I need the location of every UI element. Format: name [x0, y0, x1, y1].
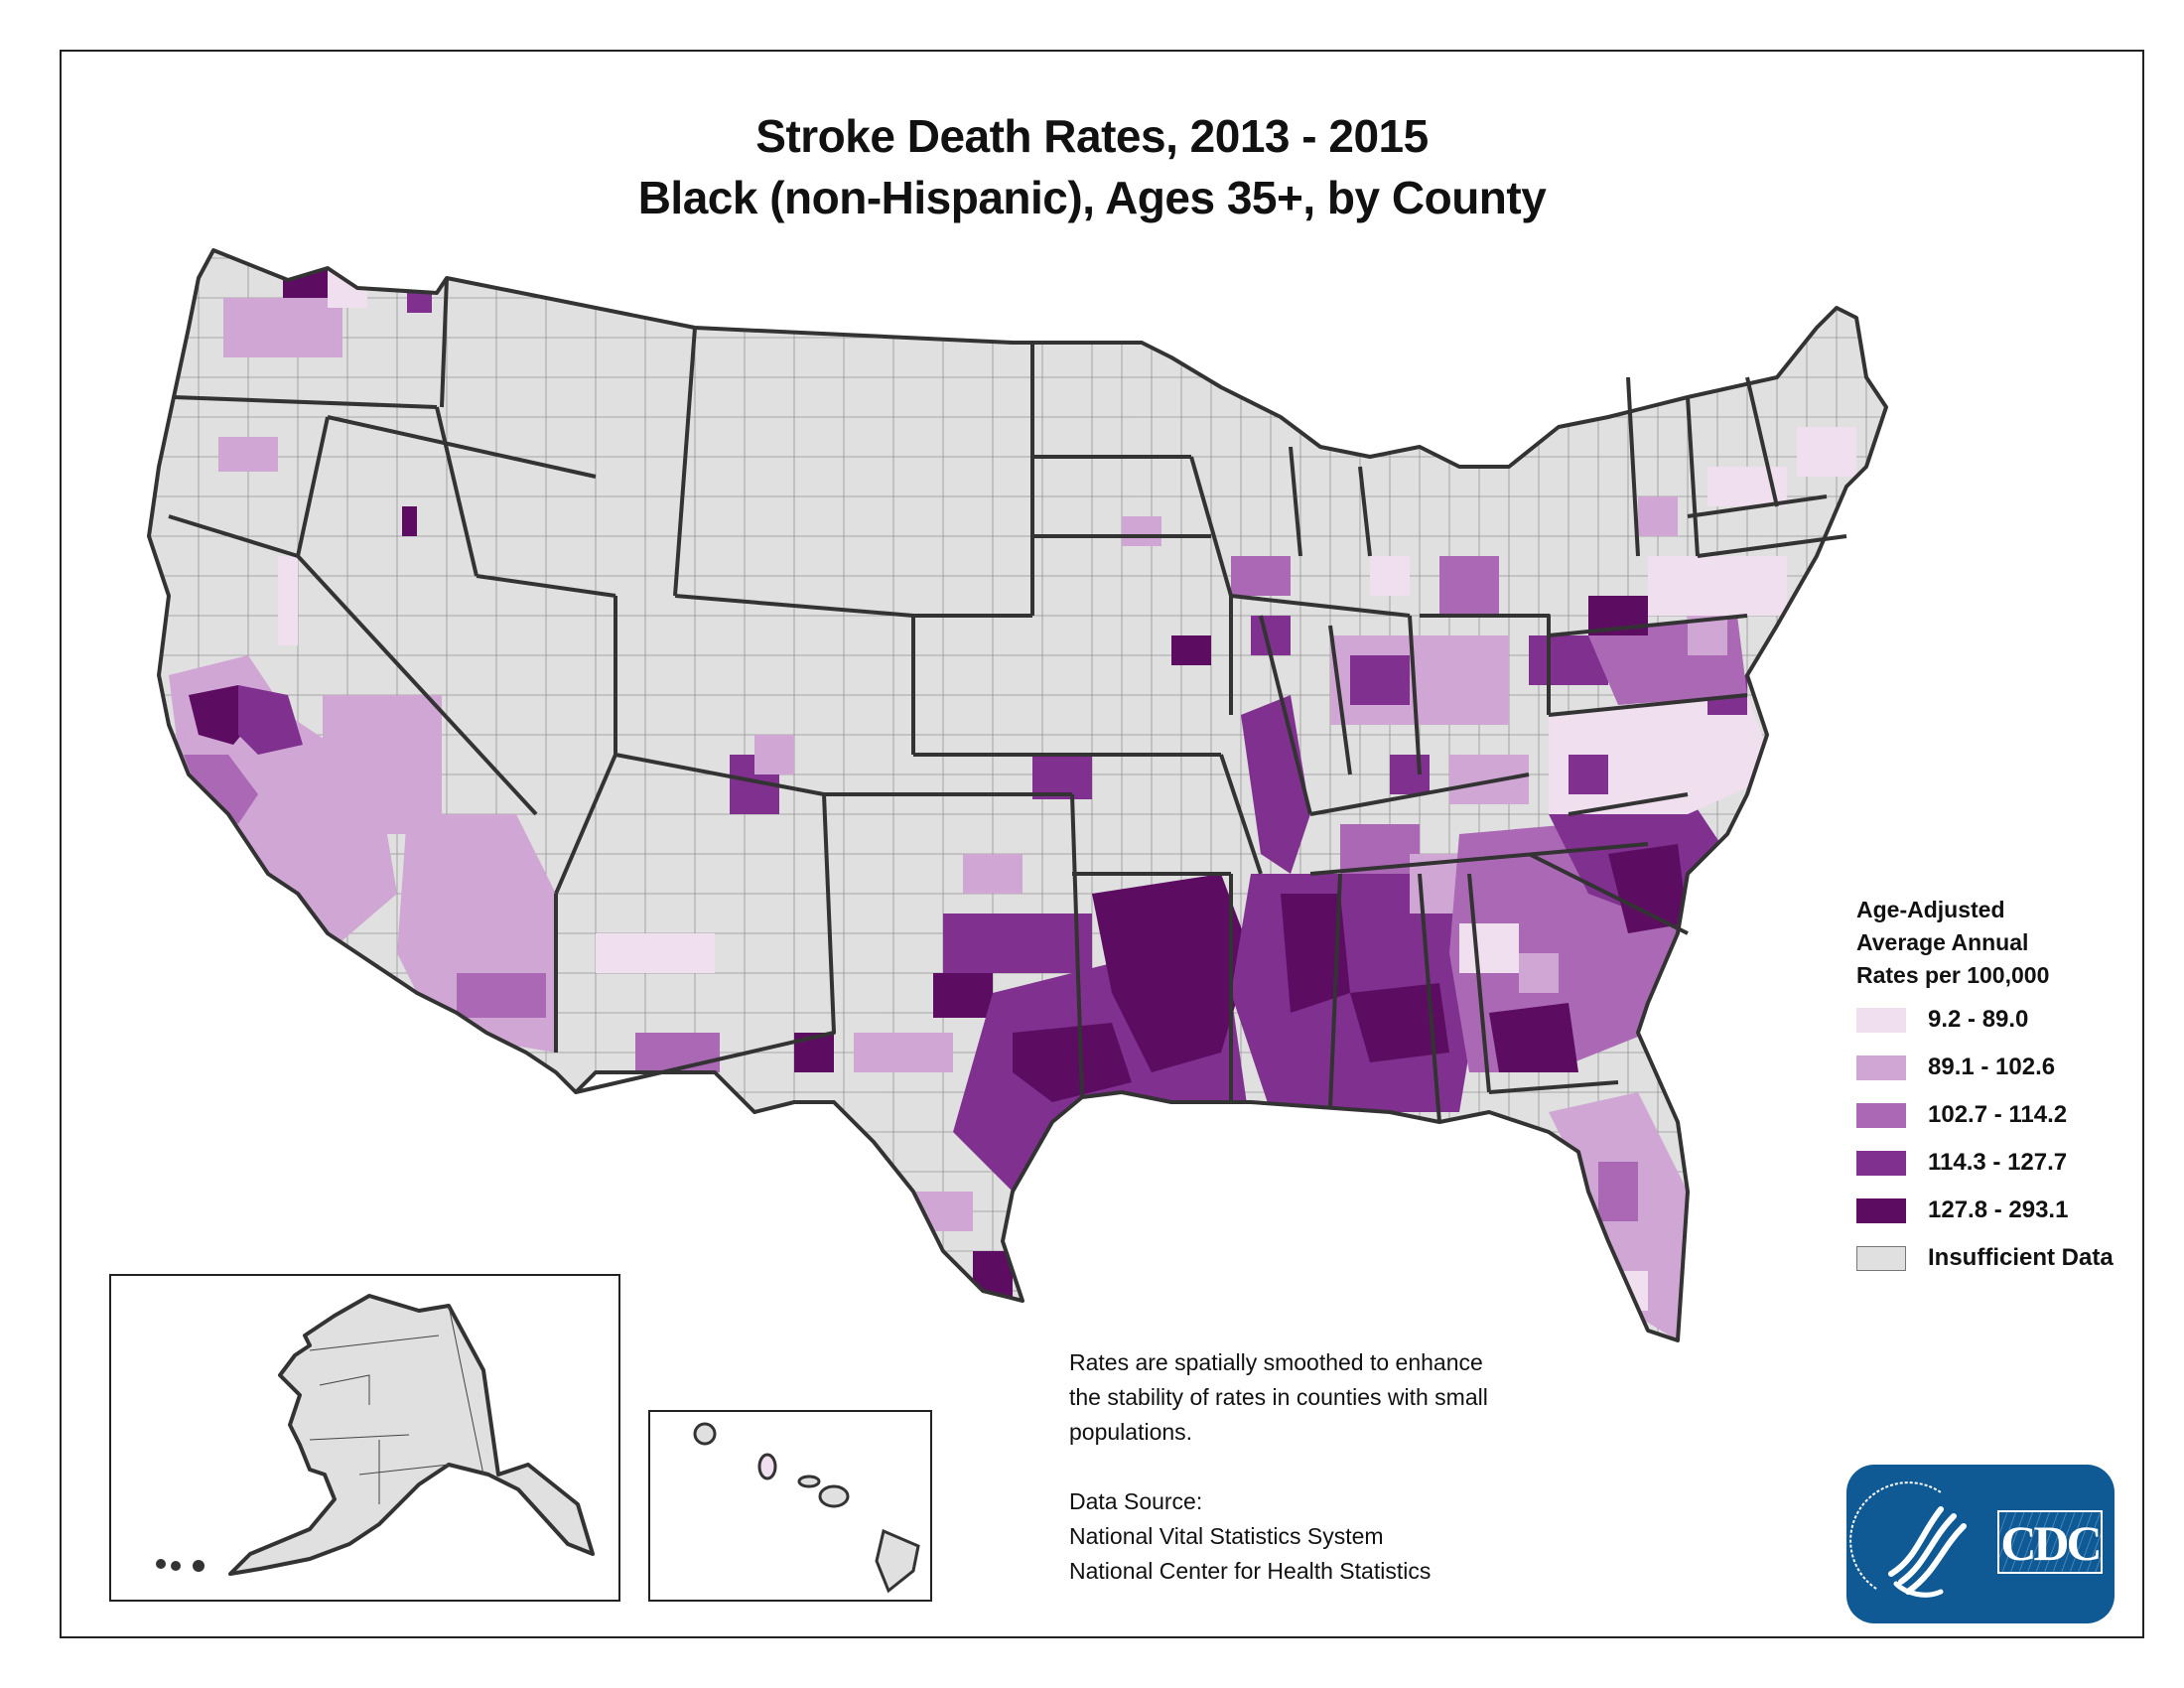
legend-title-line: Average Annual — [1856, 929, 2029, 955]
map-frame — [60, 50, 2144, 1638]
legend-label: 127.8 - 293.1 — [1928, 1196, 2069, 1223]
legend-item: 89.1 - 102.6 — [1856, 1044, 2154, 1091]
legend-swatch — [1856, 1007, 1906, 1033]
hawaii-inset — [648, 1410, 932, 1602]
note-line: the stability of rates in counties with … — [1069, 1384, 1488, 1410]
hawaii-map — [693, 1422, 920, 1594]
legend-label: 114.3 - 127.7 — [1928, 1149, 2068, 1176]
legend-swatch — [1856, 1150, 1906, 1176]
legend-item: 127.8 - 293.1 — [1856, 1187, 2154, 1234]
legend-swatch — [1856, 1245, 1906, 1271]
data-source-heading: Data Source: — [1069, 1488, 1203, 1514]
legend-item: Insufficient Data — [1856, 1234, 2154, 1282]
legend-label: 89.1 - 102.6 — [1928, 1054, 2056, 1080]
legend-item: 114.3 - 127.7 — [1856, 1139, 2154, 1187]
alaska-map — [156, 1294, 595, 1576]
legend-swatch — [1856, 1197, 1906, 1223]
cdc-wordmark: CDC — [1997, 1510, 2103, 1574]
legend-title-line: Rates per 100,000 — [1856, 962, 2050, 988]
alaska-inset — [109, 1274, 620, 1602]
data-source-line: National Vital Statistics System — [1069, 1523, 1384, 1549]
legend-label: 9.2 - 89.0 — [1928, 1006, 2029, 1033]
legend-title-line: Age-Adjusted — [1856, 897, 2005, 922]
data-source-line: National Center for Health Statistics — [1069, 1558, 1432, 1584]
map-legend: Age-Adjusted Average Annual Rates per 10… — [1856, 894, 2154, 1282]
legend-item: 9.2 - 89.0 — [1856, 996, 2154, 1044]
legend-swatch — [1856, 1102, 1906, 1128]
note-line: Rates are spatially smoothed to enhance — [1069, 1349, 1483, 1375]
note-line: populations. — [1069, 1419, 1193, 1445]
map-subtitle: Black (non-Hispanic), Ages 35+, by Count… — [637, 172, 1547, 223]
legend-label: 102.7 - 114.2 — [1928, 1101, 2068, 1128]
hhs-cdc-logo: CDC — [1846, 1465, 2115, 1623]
legend-swatch — [1856, 1055, 1906, 1080]
legend-item: 102.7 - 114.2 — [1856, 1091, 2154, 1139]
legend-label: Insufficient Data — [1928, 1244, 2114, 1271]
map-title: Stroke Death Rates, 2013 - 2015 — [755, 110, 1429, 162]
methodology-note: Rates are spatially smoothed to enhance … — [1069, 1345, 1488, 1589]
hhs-eagle-icon — [1849, 1481, 1967, 1598]
